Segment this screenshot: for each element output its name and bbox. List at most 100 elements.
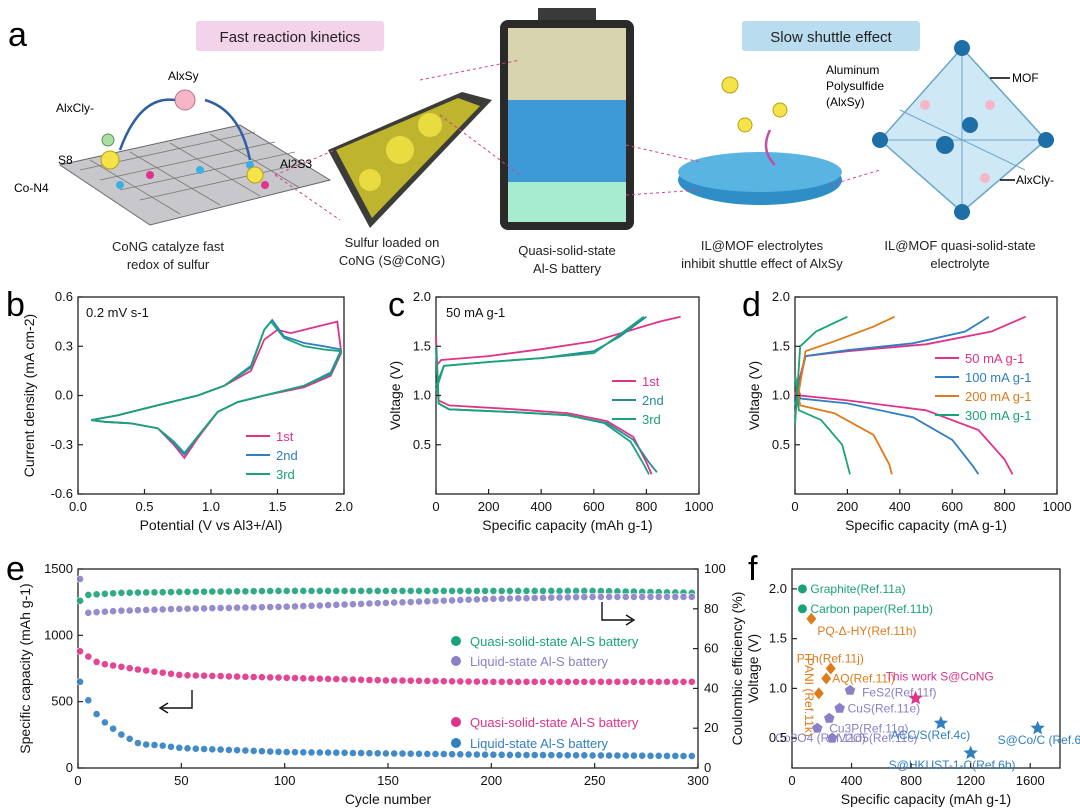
- chart-e-legend-swatch-3: [451, 738, 461, 748]
- chart-e-series-0-point: [233, 587, 241, 596]
- chart-e-legend-swatch-0: [451, 636, 461, 646]
- chart-e-series-3-point: [324, 748, 332, 757]
- chart-e-series-3-point: [282, 748, 291, 756]
- chart-c-xtick-label-3: 600: [583, 499, 605, 514]
- chart-e-series-2-point: [224, 672, 233, 681]
- chart-e-series-2-point: [299, 674, 308, 683]
- chart-e-series-2-point: [679, 677, 688, 686]
- chart-e-series-2-point: [563, 677, 572, 686]
- chart-f-xtick-label-1: 400: [841, 773, 863, 788]
- caption-5b: electrolyte: [930, 256, 989, 271]
- chart-e-series-3-point: [547, 751, 556, 759]
- chart-e-series-2-point: [555, 677, 564, 686]
- chart-e-series-0-point: [423, 587, 432, 595]
- chart-e-series-2-point: [274, 673, 283, 682]
- graphene-sheet-illustration: [58, 89, 332, 226]
- chart-e-series-0-point: [315, 587, 324, 595]
- chart-e-series-2-point: [472, 677, 481, 686]
- chart-e-series-2-point: [266, 673, 275, 682]
- caption-4b: inhibit shuttle effect of AlxSy: [681, 256, 843, 271]
- chart-f-point-14-label: S@Co/C (Ref.6a): [998, 733, 1080, 747]
- chart-b-series-2-upper-line: [91, 320, 342, 421]
- chart-e-series-1-point: [167, 605, 175, 613]
- chart-f-point-13: [963, 745, 978, 760]
- chart-c-xtick-label-1: 200: [478, 499, 500, 514]
- chart-e-series-0-point: [415, 587, 423, 595]
- chart-e-series-1-point: [266, 603, 275, 611]
- chart-f-point-8-label: Cu3P(Ref.11g): [829, 721, 908, 735]
- chart-e-series-3-point: [572, 751, 580, 760]
- chart-f-point-5-label: PANI (Ref.11k): [802, 658, 816, 737]
- chart-e-series-3-point: [133, 739, 142, 747]
- chart-e-series-3-point: [630, 751, 638, 760]
- chart-e-series-0-point: [241, 587, 250, 596]
- chart-e-series-3-point: [315, 748, 324, 757]
- chart-e-series-1-point: [406, 598, 415, 606]
- chart-e-series-0-point: [92, 590, 101, 599]
- chart-e-series-1-point: [481, 595, 489, 603]
- chart-e-series-2-point: [588, 677, 597, 686]
- chart-e-series-2-point: [357, 675, 365, 684]
- chart-e-series-1-point: [489, 594, 498, 603]
- chart-b-series-0-lower-line: [91, 352, 343, 460]
- chart-d-ytick-label-2: 1.5: [772, 338, 790, 353]
- chart-f-point-4: [821, 672, 832, 685]
- chart-e-series-0-point: [117, 588, 126, 597]
- chart-e-series-0-point: [340, 587, 349, 595]
- chart-e-series-3: [76, 677, 696, 760]
- chart-c-legend-label-1: 2nd: [642, 393, 664, 408]
- chart-e-xtick-label-2: 100: [274, 773, 296, 788]
- chart-e-y2label: Coulombic efficiency (%): [729, 592, 745, 746]
- chart-e-series-3-point: [125, 734, 134, 743]
- chart-e-series-0-point: [398, 587, 407, 595]
- chart-b-ytick-label-3: 0.3: [55, 338, 73, 353]
- chart-e-series-3-point: [431, 750, 440, 758]
- chart-e-series-3-point: [150, 741, 159, 749]
- chart-e-series-1-point: [200, 604, 208, 613]
- chart-f-point-1-label: Carbon paper(Ref.11b): [810, 602, 933, 616]
- chart-f-xtick-label-3: 1200: [956, 773, 985, 788]
- chart-e-series-2-point: [315, 674, 324, 683]
- chart-e-series-3-point: [109, 724, 117, 733]
- chart-e-arrow-left-head: [158, 702, 169, 714]
- chart-e-series-3-point: [464, 750, 473, 759]
- chart-e-series-1-point: [348, 600, 357, 609]
- chart-e-xtick-label-6: 300: [687, 773, 709, 788]
- chart-e-series-2-point: [415, 676, 423, 685]
- chart-e-series-2-point: [291, 674, 299, 682]
- chart-e-series-1-point: [563, 593, 572, 602]
- chart-e-series-3-point: [654, 751, 663, 760]
- chart-e-series-3-point: [191, 744, 200, 753]
- chart-f-point-3: [825, 662, 836, 675]
- chart-b-ylabel: Current density (mA cm-2): [21, 314, 37, 477]
- chart-b-xlabel: Potential (V vs Al3+/Al): [140, 517, 283, 533]
- banner-slow-shuttle: [742, 21, 920, 51]
- chart-b-xtick-label-3: 1.5: [268, 499, 286, 514]
- chart-e-series-1-point: [224, 604, 233, 612]
- chart-e-series-1-point: [514, 594, 523, 603]
- chart-e-series-0-point: [109, 589, 117, 598]
- label-alxcly-right: AlxCly-: [1016, 173, 1054, 187]
- chart-e-series-1-point: [183, 604, 192, 613]
- chart-e-series-3-point: [208, 745, 217, 754]
- chart-e-series-1-point: [530, 594, 539, 602]
- panel-letter-f: f: [748, 550, 758, 588]
- chart-e-series-3-point: [588, 751, 597, 760]
- chart-e-series-3-point: [373, 749, 382, 758]
- chart-b-xtick-label-4: 2.0: [335, 499, 353, 514]
- chart-e-legend-label-3: Liquid-state Al-S battery: [470, 736, 609, 751]
- chart-e-series-3-point: [605, 751, 613, 760]
- chart-e-series-3-point: [621, 751, 630, 760]
- chart-f-point-0-label: Graphite(Ref.11a): [810, 582, 905, 596]
- chart-d-series-2-discharge-line: [794, 375, 893, 475]
- chart-b-xtick-label-1: 0.5: [135, 499, 153, 514]
- chart-b-annotation: 0.2 mV s-1: [86, 305, 149, 320]
- chart-e-series-1-point: [92, 608, 101, 617]
- chart-d-series-3-discharge-line: [794, 375, 851, 475]
- chart-e-series-2-point: [208, 672, 217, 680]
- chart-d-xtick-label-3: 600: [941, 499, 963, 514]
- chart-e-series-2-point: [439, 677, 448, 686]
- chart-e-series-0-point: [216, 587, 225, 596]
- chart-e-series-3-point: [76, 677, 84, 686]
- chart-b-xtick-label-0: 0.0: [69, 499, 87, 514]
